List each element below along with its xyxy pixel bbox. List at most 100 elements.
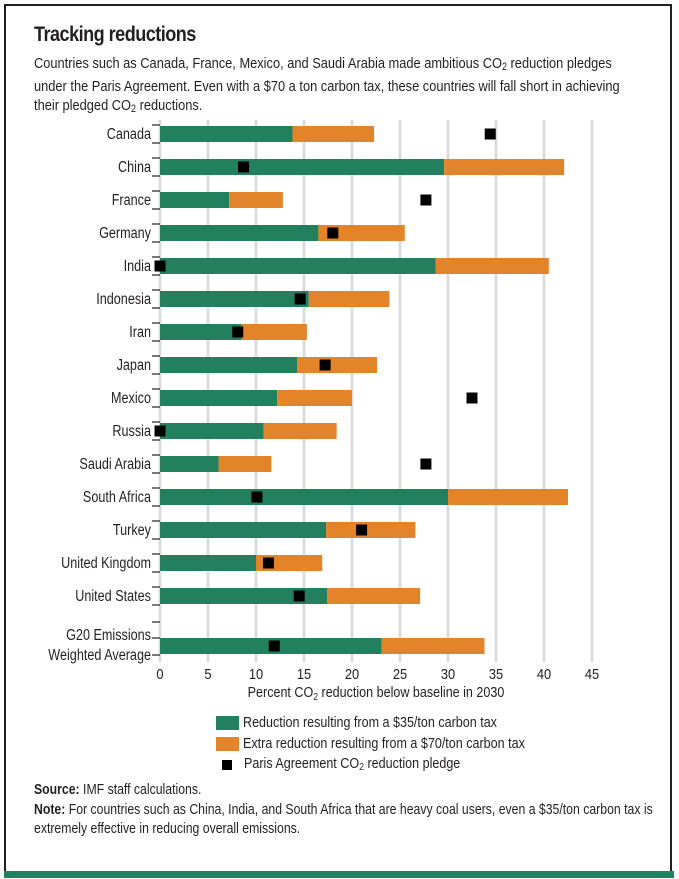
pledge-marker-5	[294, 293, 306, 305]
bar-tax70-extra-9	[263, 423, 337, 439]
bar-tax35-11	[160, 489, 448, 505]
bar-tax70-extra-12	[326, 522, 416, 538]
category-label: South Africa	[83, 488, 151, 505]
category-label: Iran	[129, 323, 151, 340]
legend-label-tax70: Extra reduction resulting from a $70/ton…	[243, 735, 525, 752]
pledge-marker-3	[327, 227, 339, 239]
legend-label-tax35: Reduction resulting from a $35/ton carbo…	[243, 714, 497, 731]
legend-swatch-tax35	[216, 715, 239, 730]
bar-tax70-extra-14	[327, 588, 421, 604]
category-label: G20 Emissions	[66, 626, 151, 643]
x-tick-label: 20	[345, 665, 360, 682]
category-label: France	[112, 191, 151, 208]
pledge-marker-11	[251, 491, 263, 503]
pledge-marker-12	[356, 524, 368, 536]
pledge-marker-1	[238, 161, 250, 173]
bar-tax70-extra-3	[318, 225, 405, 241]
chart-title: Tracking reductions	[34, 23, 196, 46]
x-tick-label: 35	[489, 665, 504, 682]
x-tick-label: 25	[393, 665, 408, 682]
pledge-marker-14	[293, 590, 305, 602]
footer-notes: Source: IMF staff calculations. Note: Fo…	[34, 781, 656, 840]
legend-item-tax70: Extra reduction resulting from a $70/ton…	[216, 733, 571, 754]
pledge-marker-15	[268, 640, 280, 652]
bar-tax35-7	[160, 357, 298, 373]
category-label: United Kingdom	[61, 554, 151, 571]
pledge-marker-4	[154, 260, 166, 272]
legend-pledge-text-2: reduction pledge	[363, 756, 461, 772]
x-tick-labels: 0 5 10 15 20 25 30 35 40 45	[156, 665, 599, 682]
bar-tax70-extra-2	[229, 192, 283, 208]
bar-tax35-14	[160, 588, 328, 604]
pledge-marker-7	[319, 359, 331, 371]
pledge-marker-10	[420, 458, 432, 470]
legend-item-pledge: Paris Agreement CO2 reduction pledge	[216, 754, 571, 775]
subtitle-sub-2: 2	[131, 103, 137, 115]
x-axis-title-text-2: reduction below baseline in 2030	[318, 684, 505, 700]
note-line: Note: For countries such as China, India…	[34, 801, 656, 840]
source-line: Source: IMF staff calculations.	[34, 781, 656, 801]
x-tick-label: 15	[297, 665, 312, 682]
chart-subtitle: Countries such as Canada, France, Mexico…	[34, 54, 626, 119]
legend-label-pledge: Paris Agreement CO2 reduction pledge	[244, 756, 460, 773]
legend-pledge-sub: 2	[359, 762, 364, 773]
bottom-accent-bar	[4, 871, 674, 878]
note-text: For countries such as China, India, and …	[34, 801, 653, 838]
bar-tax70-extra-1	[444, 159, 565, 175]
x-axis-title-sub: 2	[313, 691, 318, 702]
pledge-marker-13	[262, 557, 274, 569]
subtitle-sub-1: 2	[501, 61, 507, 73]
bar-tax70-extra-11	[448, 489, 568, 505]
category-label: Mexico	[111, 389, 151, 406]
legend: Reduction resulting from a $35/ton carbo…	[216, 712, 571, 775]
category-label: Canada	[107, 125, 151, 142]
bar-tax70-extra-15	[381, 638, 485, 654]
pledge-markers	[154, 128, 496, 652]
subtitle-text-3: reductions.	[136, 97, 203, 114]
category-label: Turkey	[113, 521, 152, 538]
bar-tax70-extra-6	[241, 324, 307, 340]
x-tick-label: 45	[585, 665, 600, 682]
bar-chart: Canada China France Germany India Indonesia Ir…	[48, 120, 599, 702]
category-label: Japan	[117, 356, 151, 373]
bar-tax35-2	[160, 192, 230, 208]
category-label: Russia	[112, 422, 151, 439]
bar-tax70-extra-7	[297, 357, 377, 373]
bar-tax70-extra-4	[435, 258, 549, 274]
bar-tax35-5	[160, 291, 309, 307]
pledge-marker-2	[420, 194, 432, 206]
x-axis-title-text-1: Percent CO	[248, 684, 314, 700]
category-label: Weighted Average	[48, 646, 151, 663]
x-tick-label: 0	[156, 665, 163, 682]
legend-swatch-tax70	[216, 736, 239, 751]
pledge-marker-6	[232, 326, 244, 338]
bars	[160, 126, 568, 654]
bar-tax35-9	[160, 423, 264, 439]
bar-tax70-extra-10	[218, 456, 272, 472]
bar-tax35-12	[160, 522, 327, 538]
bar-tax70-extra-5	[308, 291, 390, 307]
source-label: Source:	[34, 782, 80, 798]
category-label: Saudi Arabia	[79, 455, 151, 472]
x-tick-label: 40	[537, 665, 552, 682]
category-labels: Canada China France Germany India Indonesia Ir…	[48, 125, 152, 663]
bar-tax35-1	[160, 159, 445, 175]
category-label: Indonesia	[96, 290, 151, 307]
category-label: China	[118, 158, 151, 175]
bar-tax35-13	[160, 555, 256, 571]
subtitle-text-1: Countries such as Canada, France, Mexico…	[34, 55, 502, 72]
bar-tax70-extra-8	[277, 390, 352, 406]
pledge-marker-0	[484, 128, 496, 140]
category-label: Germany	[99, 224, 152, 241]
bar-tax35-6	[160, 324, 242, 340]
bar-tax35-4	[160, 258, 436, 274]
category-label: India	[124, 257, 152, 274]
note-label: Note:	[34, 801, 66, 818]
legend-pledge-text-1: Paris Agreement CO	[244, 756, 360, 772]
legend-item-tax35: Reduction resulting from a $35/ton carbo…	[216, 712, 571, 733]
category-ticks	[152, 124, 160, 656]
pledge-marker-8	[466, 392, 478, 404]
bar-tax35-3	[160, 225, 319, 241]
legend-swatch-pledge-marker	[222, 759, 232, 770]
category-label: United States	[75, 587, 151, 604]
